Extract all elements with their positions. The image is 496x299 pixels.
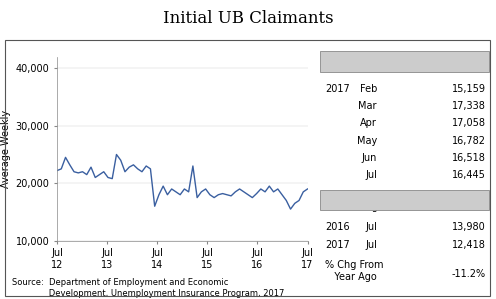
Text: Mar: Mar	[359, 101, 377, 111]
Text: unadjusted: unadjusted	[377, 195, 432, 205]
Text: seasonally adjusted: seasonally adjusted	[356, 56, 453, 66]
Text: 2017: 2017	[325, 84, 350, 94]
Text: 2016: 2016	[325, 222, 350, 232]
Text: 17,338: 17,338	[452, 101, 486, 111]
Text: 16,518: 16,518	[452, 153, 486, 163]
Text: 13,980: 13,980	[452, 222, 486, 232]
Text: Jul: Jul	[365, 240, 377, 250]
Text: 12,418: 12,418	[452, 240, 486, 250]
Text: Jul: Jul	[365, 170, 377, 180]
Text: Initial UB Claimants: Initial UB Claimants	[163, 10, 333, 28]
Text: 2017: 2017	[325, 240, 350, 250]
Text: Jul: Jul	[365, 222, 377, 232]
Y-axis label: Average Weekly: Average Weekly	[1, 110, 11, 188]
Text: Feb: Feb	[360, 84, 377, 94]
Text: Source:  Department of Employment and Economic
              Development, Unempl: Source: Department of Employment and Eco…	[12, 278, 285, 298]
Text: -0.4: -0.4	[467, 199, 486, 209]
Text: 16,782: 16,782	[452, 136, 486, 146]
Text: 17,058: 17,058	[452, 118, 486, 128]
Text: Jun: Jun	[362, 153, 377, 163]
Text: 15,159: 15,159	[452, 84, 486, 94]
Text: May: May	[357, 136, 377, 146]
Text: % Chg From
  Month Ago: % Chg From Month Ago	[325, 191, 383, 212]
Text: -11.2%: -11.2%	[452, 269, 486, 279]
Text: 16,445: 16,445	[452, 170, 486, 180]
Text: % Chg From
   Year Ago: % Chg From Year Ago	[325, 260, 383, 282]
Text: Apr: Apr	[360, 118, 377, 128]
